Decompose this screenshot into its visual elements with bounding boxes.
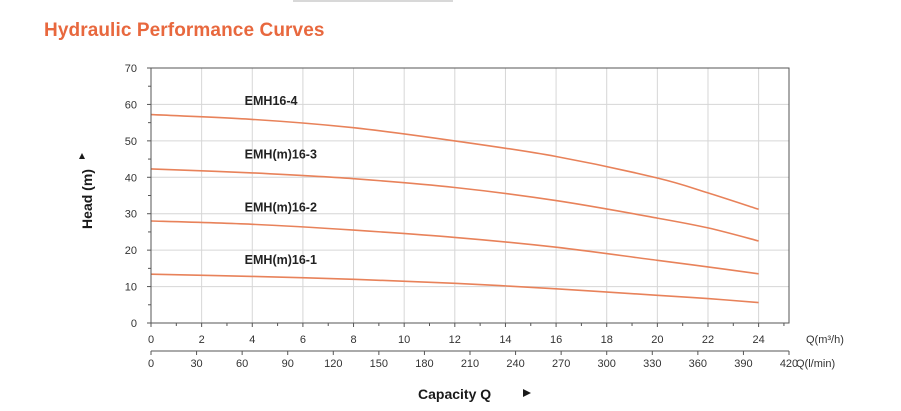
x-tick-label-lmin: 300 xyxy=(598,358,616,370)
series-label: EMH(m)16-3 xyxy=(245,147,317,161)
x-unit-m3h: Q(m³/h) xyxy=(806,334,844,346)
x-tick-label-lmin: 240 xyxy=(506,358,524,370)
x-tick-label-m3h: 16 xyxy=(550,334,562,346)
x-tick-label-m3h: 20 xyxy=(651,334,663,346)
y-tick-label: 10 xyxy=(125,282,137,294)
curve-emhm16-2 xyxy=(150,220,759,275)
x-tick-label-m3h: 0 xyxy=(148,334,154,346)
y-tick-label: 0 xyxy=(131,318,137,330)
series-label: EMH16-4 xyxy=(245,94,298,108)
x-tick-label-lmin: 270 xyxy=(552,358,570,370)
curve-emhm16-3 xyxy=(150,168,759,242)
x-tick-label-lmin: 210 xyxy=(461,358,479,370)
x-tick-label-lmin: 360 xyxy=(689,358,707,370)
page-title: Hydraulic Performance Curves xyxy=(44,20,325,41)
y-tick-label: 50 xyxy=(125,136,137,148)
x-tick-label-lmin: 120 xyxy=(324,358,342,370)
x-tick-label-m3h: 6 xyxy=(300,334,306,346)
x-tick-label-m3h: 22 xyxy=(702,334,714,346)
x-tick-label-lmin: 90 xyxy=(282,358,294,370)
y-tick-label: 70 xyxy=(125,63,137,75)
x-tick-label-m3h: 8 xyxy=(350,334,356,346)
x-tick-label-m3h: 2 xyxy=(199,334,205,346)
x-axis-arrow-icon xyxy=(523,389,531,397)
curve-emhm16-1 xyxy=(150,273,759,304)
x-tick-label-m3h: 4 xyxy=(249,334,255,346)
x-tick-label-m3h: 10 xyxy=(398,334,410,346)
x-tick-label-lmin: 390 xyxy=(734,358,752,370)
y-axis-arrow-icon xyxy=(79,153,85,159)
x-tick-label-lmin: 60 xyxy=(236,358,248,370)
x-tick-label-m3h: 24 xyxy=(752,334,764,346)
x-tick-label-m3h: 12 xyxy=(449,334,461,346)
y-tick-label: 20 xyxy=(125,245,137,257)
x-tick-label-m3h: 18 xyxy=(601,334,613,346)
plot-frame xyxy=(150,67,790,324)
axes xyxy=(147,67,790,355)
x-tick-label-lmin: 420 xyxy=(780,358,798,370)
x-unit-lmin: Q(l/min) xyxy=(796,358,835,370)
x-tick-label-lmin: 150 xyxy=(370,358,388,370)
y-tick-label: 30 xyxy=(125,209,137,221)
y-tick-label: 60 xyxy=(125,99,137,111)
x-tick-label-lmin: 180 xyxy=(415,358,433,370)
top-divider xyxy=(293,0,453,2)
x-tick-label-lmin: 330 xyxy=(643,358,661,370)
curves xyxy=(150,113,759,304)
x-tick-label-lmin: 30 xyxy=(190,358,202,370)
curve-emh16-4 xyxy=(150,113,759,211)
series-label: EMH(m)16-2 xyxy=(245,201,317,215)
x-tick-label-m3h: 14 xyxy=(499,334,511,346)
y-tick-label: 40 xyxy=(125,172,137,184)
series-label: EMH(m)16-1 xyxy=(245,253,317,267)
x-tick-label-lmin: 0 xyxy=(148,358,154,370)
y-axis-title: Head (m) xyxy=(79,169,95,229)
x-axis-title: Capacity Q xyxy=(418,386,491,402)
